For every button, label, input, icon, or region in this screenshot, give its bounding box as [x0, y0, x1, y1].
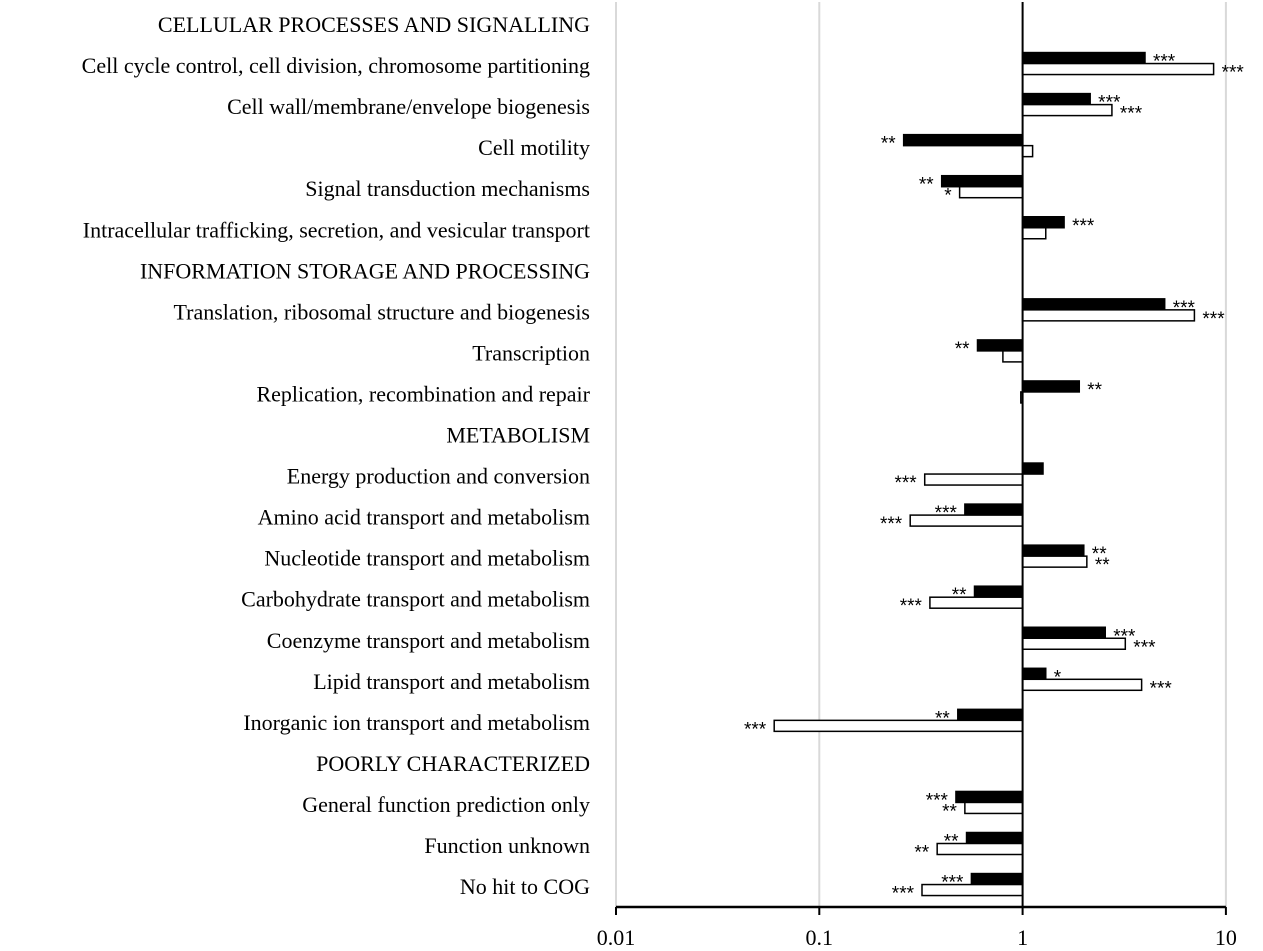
open-bar — [964, 801, 1024, 815]
open-bar — [1021, 144, 1034, 158]
category-label: Lipid transport and metabolism — [313, 669, 590, 694]
filled-significance-label: *** — [941, 873, 964, 894]
filled-significance-label: ** — [952, 585, 967, 606]
open-significance-label: *** — [1120, 104, 1143, 125]
filled-significance-label: *** — [1153, 52, 1176, 73]
filled-bar — [1021, 92, 1091, 106]
category-label: Translation, ribosomal structure and bio… — [173, 299, 590, 324]
filled-significance-label: ** — [1092, 544, 1107, 565]
category-label: Signal transduction mechanisms — [305, 176, 590, 201]
filled-bar — [1021, 544, 1085, 557]
open-bar — [1021, 62, 1215, 76]
category-label: Energy production and conversion — [287, 464, 590, 489]
filled-significance-label: ** — [944, 832, 959, 853]
filled-bar — [973, 585, 1024, 598]
filled-bar — [940, 174, 1024, 188]
category-label: Amino acid transport and metabolism — [258, 505, 590, 530]
filled-significance-label: ** — [919, 175, 934, 196]
x-tick-label: 0.1 — [806, 925, 834, 950]
x-axis: 0.01 0.1 1 10 — [597, 2, 1237, 950]
filled-bar — [902, 133, 1024, 147]
open-bar — [923, 473, 1024, 486]
category-label: Function unknown — [424, 833, 590, 858]
filled-bar — [1021, 667, 1047, 681]
open-significance-label: *** — [1202, 309, 1225, 330]
open-significance-label: *** — [1222, 63, 1245, 84]
open-significance-label: ** — [1095, 555, 1110, 576]
filled-significance-label: ** — [1087, 380, 1102, 401]
x-tick-label: 10 — [1215, 925, 1237, 950]
filled-bar — [970, 872, 1024, 886]
filled-significance-label: ** — [955, 339, 970, 360]
filled-bar — [1021, 298, 1166, 311]
group-header-label: CELLULAR PROCESSES AND SIGNALLING — [158, 12, 590, 37]
filled-bar — [1021, 216, 1065, 229]
filled-significance-label: *** — [1113, 626, 1136, 647]
open-bar — [958, 185, 1024, 199]
filled-bar — [955, 790, 1024, 804]
category-label: Inorganic ion transport and metabolism — [243, 710, 590, 735]
filled-significance-label: *** — [1173, 298, 1196, 319]
filled-bar — [1021, 51, 1146, 65]
open-bar — [773, 719, 1024, 733]
open-significance-label: * — [944, 186, 952, 207]
category-label: Cell cycle control, cell division, chrom… — [82, 53, 590, 78]
category-label: General function prediction only — [302, 792, 590, 817]
category-labels: CELLULAR PROCESSES AND SIGNALLING Cell cy… — [82, 12, 591, 899]
open-significance-label: ** — [942, 801, 957, 822]
filled-bar — [964, 503, 1024, 516]
filled-bar — [965, 831, 1024, 845]
category-label: No hit to COG — [460, 874, 590, 899]
gridlines — [615, 2, 1227, 907]
filled-significance-label: *** — [935, 503, 958, 524]
filled-significance-label: *** — [1072, 216, 1095, 237]
group-header-label: METABOLISM — [446, 423, 590, 448]
category-label: Nucleotide transport and metabolism — [264, 546, 590, 571]
open-bar — [1021, 637, 1127, 650]
open-significance-label: *** — [1133, 637, 1156, 658]
open-bar — [921, 883, 1024, 897]
significance-labels: ****************************************… — [744, 52, 1244, 905]
filled-bar — [1021, 626, 1106, 639]
group-header-label: POORLY CHARACTERIZED — [316, 751, 590, 776]
category-label: Carbohydrate transport and metabolism — [241, 587, 590, 612]
open-bar — [1002, 350, 1024, 363]
x-tick-label: 1 — [1017, 925, 1028, 950]
open-bar — [1021, 555, 1088, 568]
category-label: Cell wall/membrane/envelope biogenesis — [227, 94, 590, 119]
filled-bar — [957, 708, 1024, 722]
category-label: Cell motility — [478, 135, 590, 160]
category-label: Transcription — [472, 340, 590, 365]
filled-significance-label: * — [1054, 667, 1062, 688]
open-bar — [1021, 227, 1047, 240]
filled-significance-label: ** — [935, 708, 950, 729]
open-significance-label: *** — [880, 514, 903, 535]
open-significance-label: *** — [900, 596, 923, 617]
open-significance-label: *** — [1150, 678, 1173, 699]
category-label: Intracellular trafficking, secretion, an… — [83, 217, 590, 242]
filled-bar — [1021, 462, 1044, 475]
open-bar — [1021, 678, 1143, 692]
filled-significance-label: ** — [881, 134, 896, 155]
open-significance-label: *** — [895, 473, 918, 494]
filled-significance-label: *** — [1098, 93, 1121, 114]
open-significance-label: *** — [892, 884, 915, 905]
open-significance-label: ** — [914, 843, 929, 864]
open-bar — [929, 596, 1024, 609]
filled-bar — [976, 339, 1024, 352]
open-bar — [909, 514, 1024, 527]
category-label: Coenzyme transport and metabolism — [267, 628, 590, 653]
open-significance-label: *** — [744, 719, 767, 740]
filled-bar — [1021, 380, 1081, 393]
group-header-label: INFORMATION STORAGE AND PROCESSING — [140, 258, 590, 283]
bars — [773, 51, 1215, 897]
open-bar — [1021, 309, 1196, 322]
category-label: Replication, recombination and repair — [256, 381, 590, 406]
filled-significance-label: *** — [926, 790, 949, 811]
x-tick-label: 0.01 — [597, 925, 636, 950]
